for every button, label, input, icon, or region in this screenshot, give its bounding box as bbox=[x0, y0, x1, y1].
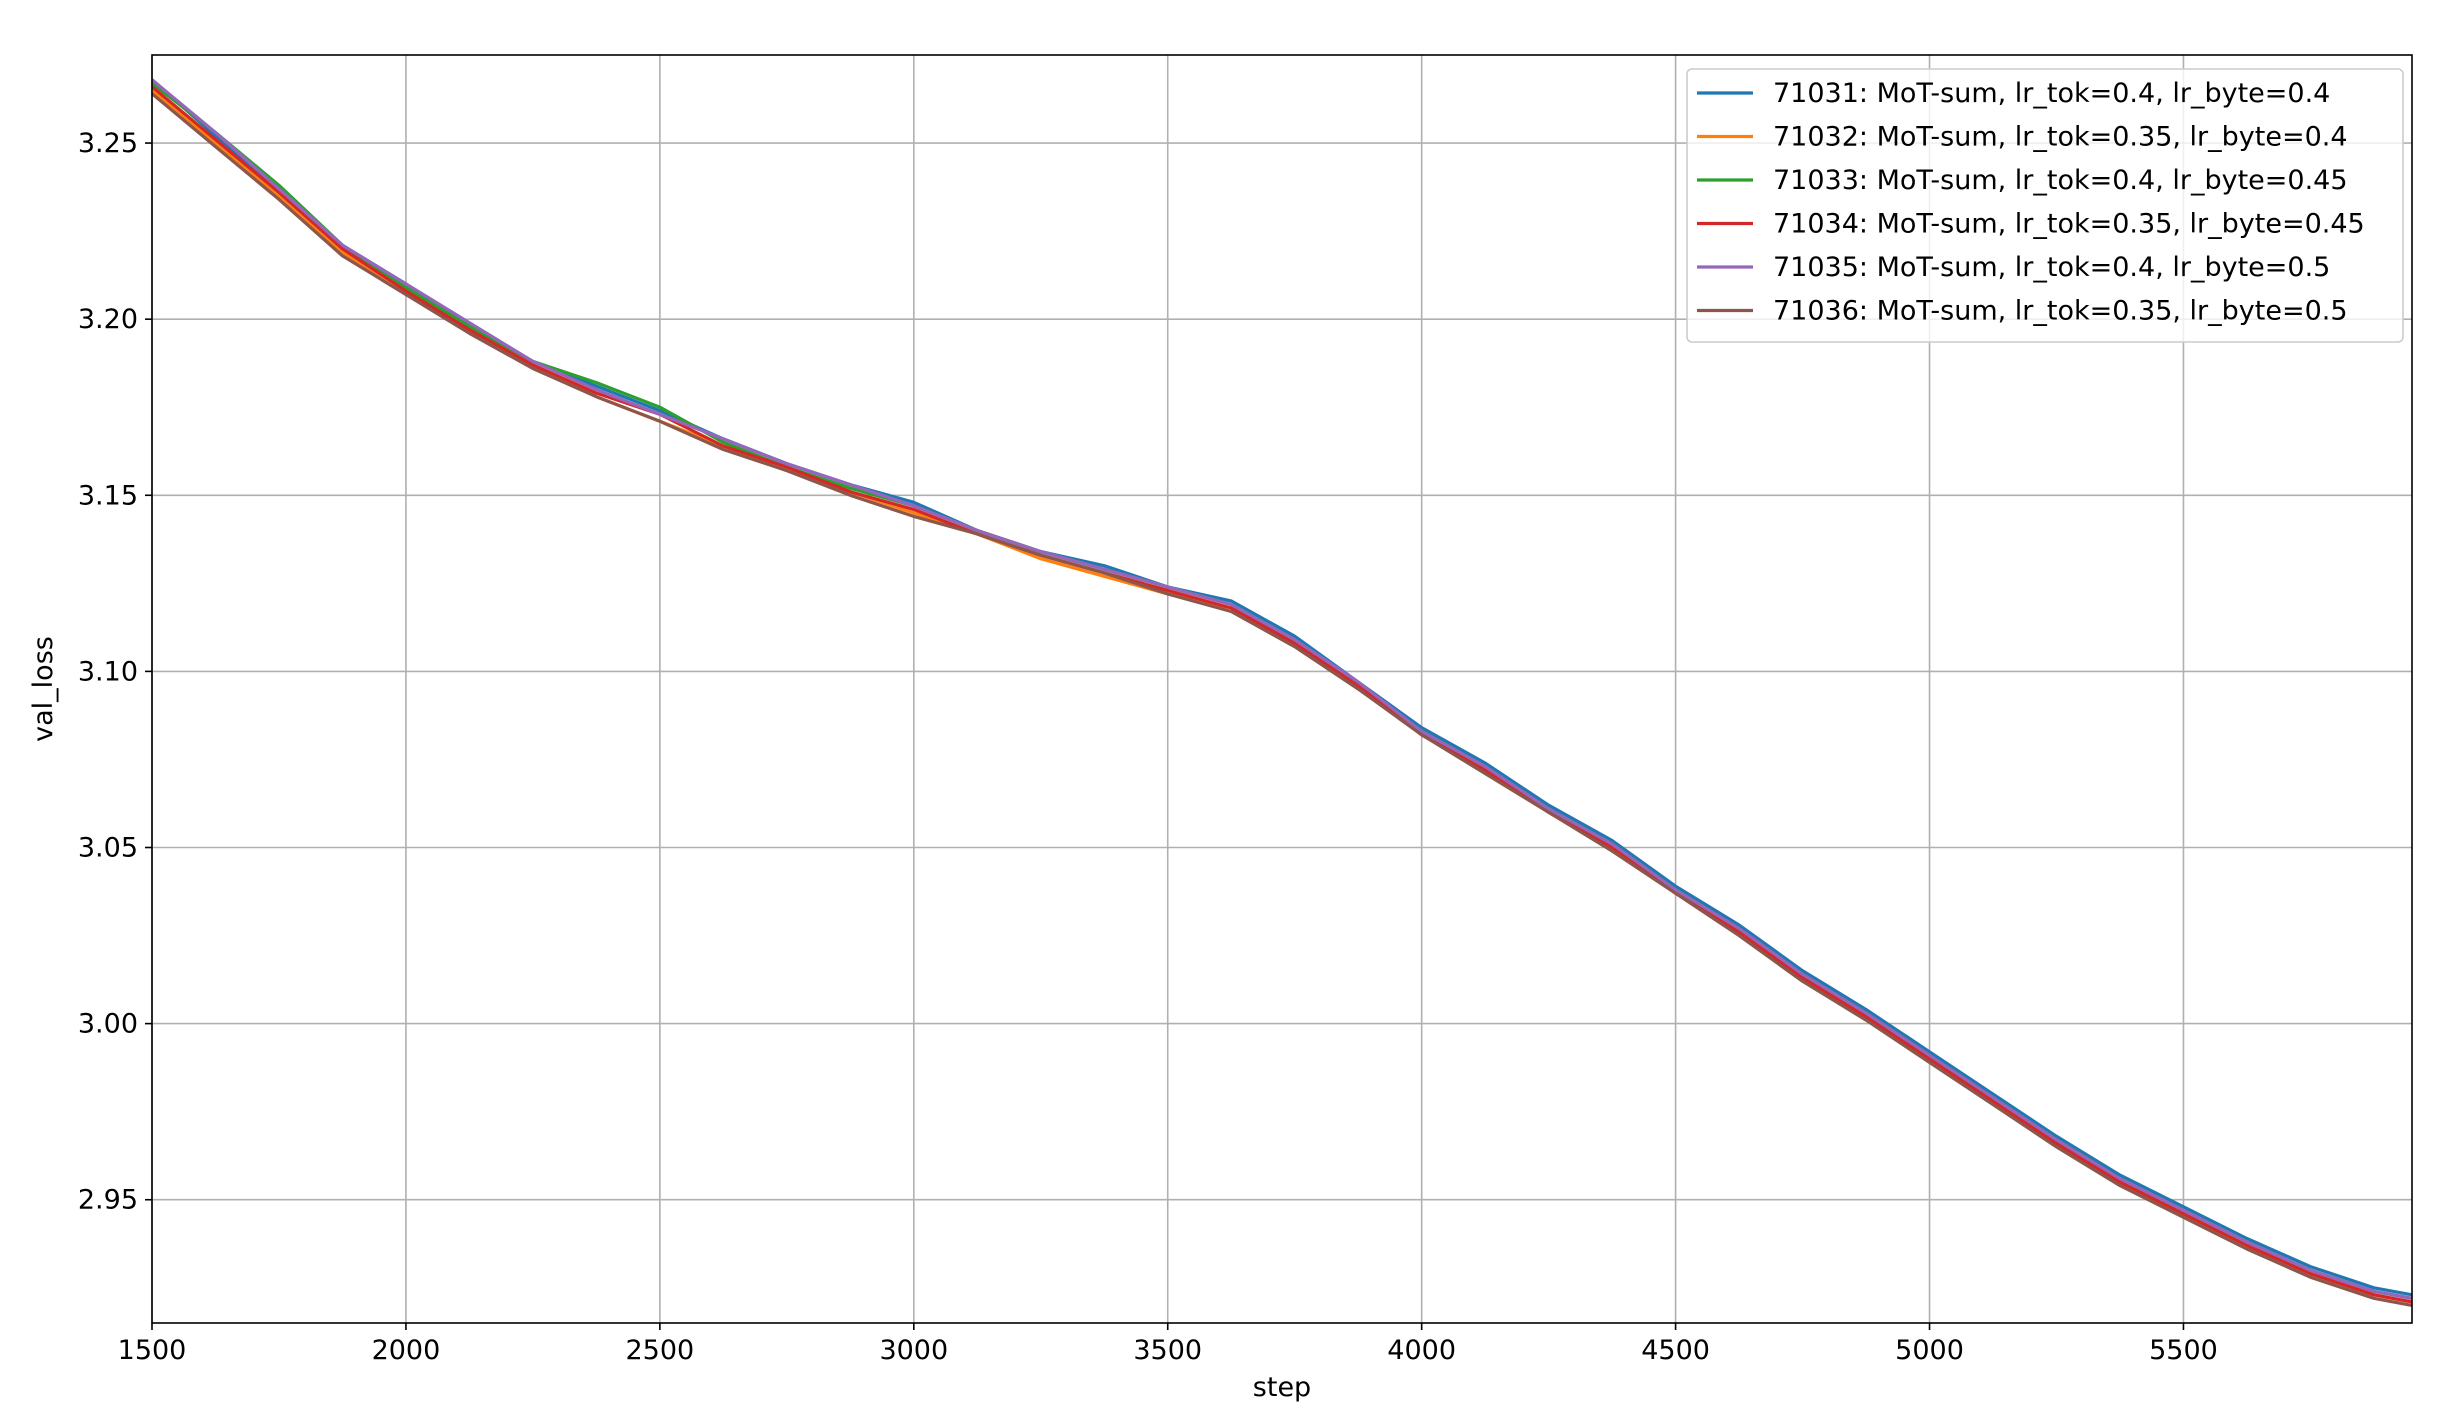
x-tick-label: 3500 bbox=[1133, 1335, 1202, 1366]
y-tick-label: 3.15 bbox=[78, 480, 138, 511]
x-tick-label: 5500 bbox=[2149, 1335, 2218, 1366]
x-tick-label: 3000 bbox=[879, 1335, 948, 1366]
x-tick-label: 2000 bbox=[372, 1335, 441, 1366]
y-axis-label: val_loss bbox=[28, 636, 59, 742]
x-tick-label: 4500 bbox=[1641, 1335, 1710, 1366]
y-tick-label: 3.25 bbox=[78, 128, 138, 159]
legend-label-6: 71036: MoT-sum, lr_tok=0.35, lr_byte=0.5 bbox=[1773, 296, 2348, 327]
y-tick-label: 3.20 bbox=[78, 304, 138, 335]
x-tick-label: 5000 bbox=[1895, 1335, 1964, 1366]
legend-label-5: 71035: MoT-sum, lr_tok=0.4, lr_byte=0.5 bbox=[1773, 252, 2330, 283]
x-tick-label: 2500 bbox=[626, 1335, 695, 1366]
plot-frame bbox=[151, 54, 2413, 1324]
legend-label-4: 71034: MoT-sum, lr_tok=0.35, lr_byte=0.4… bbox=[1773, 209, 2365, 240]
legend-label-3: 71033: MoT-sum, lr_tok=0.4, lr_byte=0.45 bbox=[1773, 165, 2348, 196]
series-lines bbox=[150, 78, 2413, 1307]
legend-label-1: 71031: MoT-sum, lr_tok=0.4, lr_byte=0.4 bbox=[1773, 78, 2330, 109]
y-tick-label: 3.05 bbox=[78, 833, 138, 864]
axis-ticks: 1500 2000 2500 3000 3500 4000 4500 5000 5500 2.95… bbox=[78, 128, 2218, 1366]
y-tick-label: 2.95 bbox=[78, 1185, 138, 1216]
y-tick-label: 3.00 bbox=[78, 1009, 138, 1040]
legend-label-2: 71032: MoT-sum, lr_tok=0.35, lr_byte=0.4 bbox=[1773, 122, 2348, 153]
x-tick-label: 1500 bbox=[118, 1335, 187, 1366]
legend: 71031: MoT-sum, lr_tok=0.4, lr_byte=0.4 7… bbox=[1686, 68, 2404, 343]
x-axis-label: step bbox=[1253, 1372, 1311, 1403]
x-tick-label: 4000 bbox=[1387, 1335, 1456, 1366]
series-line-6 bbox=[150, 92, 2413, 1307]
legend-box bbox=[1686, 68, 2404, 343]
series-line-4 bbox=[150, 85, 2413, 1304]
series-line-5 bbox=[150, 78, 2413, 1300]
y-tick-label: 3.10 bbox=[78, 656, 138, 687]
